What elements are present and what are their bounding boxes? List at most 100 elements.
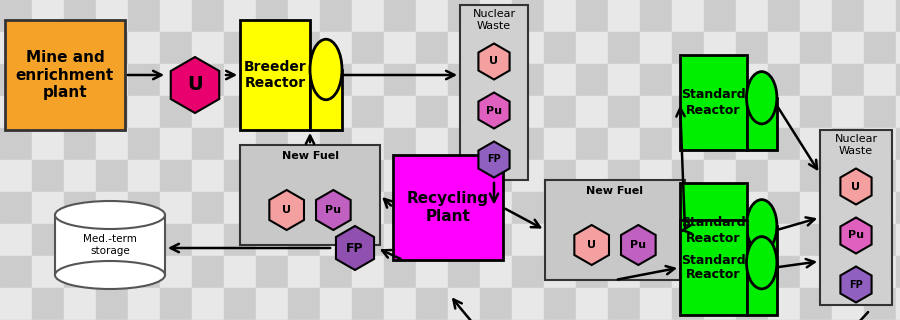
Bar [160,128,192,160]
Bar [608,32,640,64]
Bar [800,32,832,64]
Text: Standard
Reactor: Standard Reactor [681,89,745,116]
Bar [480,64,512,96]
Bar [416,128,448,160]
Bar [704,128,736,160]
Bar [384,224,416,256]
Bar [448,96,480,128]
Bar [96,32,128,64]
Bar [576,288,608,320]
FancyArrowPatch shape [454,300,868,320]
Bar [224,288,256,320]
Bar [640,256,672,288]
Bar [704,192,736,224]
Bar [320,128,352,160]
Bar [832,224,864,256]
Bar [288,128,320,160]
Bar [800,160,832,192]
Text: Mine and
enrichment
plant: Mine and enrichment plant [16,50,114,100]
Bar [192,192,224,224]
Bar [384,288,416,320]
Bar [608,0,640,32]
Bar [896,160,900,192]
Bar [128,0,160,32]
Bar [768,256,800,288]
Bar [310,69,342,130]
Bar [864,64,896,96]
Bar [128,192,160,224]
Polygon shape [336,226,374,270]
Bar [224,32,256,64]
Bar [32,32,64,64]
Bar [736,0,768,32]
Bar [416,192,448,224]
Bar [64,0,96,32]
Bar [0,64,32,96]
Bar [64,96,96,128]
Bar [544,0,576,32]
Bar [128,128,160,160]
Bar [320,288,352,320]
Bar [576,64,608,96]
Text: U: U [283,205,292,215]
Bar [320,192,352,224]
Bar [800,64,832,96]
Bar [128,288,160,320]
Bar [832,96,864,128]
Bar [512,128,544,160]
Bar [160,256,192,288]
Bar [0,256,32,288]
Bar [192,288,224,320]
Bar [352,256,384,288]
Ellipse shape [310,39,342,100]
Bar [512,96,544,128]
Bar [448,64,480,96]
Bar [864,256,896,288]
Bar [96,0,128,32]
Bar [576,192,608,224]
Text: Breeder
Reactor: Breeder Reactor [244,60,306,90]
Bar [672,224,704,256]
Ellipse shape [55,261,165,289]
Bar [352,160,384,192]
Bar [0,192,32,224]
Bar [256,256,288,288]
Bar [224,192,256,224]
Bar [448,128,480,160]
Text: Med.-term
storage: Med.-term storage [83,234,137,256]
Bar [544,32,576,64]
Bar [746,263,777,315]
Bar [384,0,416,32]
Bar [224,0,256,32]
Bar [32,160,64,192]
Bar [480,128,512,160]
Bar [544,192,576,224]
Bar [393,155,503,260]
Bar [192,32,224,64]
Bar [832,256,864,288]
Bar [288,288,320,320]
Bar [896,0,900,32]
Bar [545,180,685,280]
Bar [224,64,256,96]
Bar [416,32,448,64]
Bar [288,32,320,64]
Bar [288,192,320,224]
Bar [544,64,576,96]
Bar [5,20,125,130]
Bar [480,192,512,224]
Bar [640,96,672,128]
Bar [864,192,896,224]
Bar [352,32,384,64]
Bar [32,192,64,224]
Bar [160,192,192,224]
Bar [832,128,864,160]
Bar [896,224,900,256]
Bar [800,0,832,32]
Bar [640,128,672,160]
Bar [544,224,576,256]
Bar [746,226,777,278]
Bar [608,288,640,320]
Bar [320,224,352,256]
Bar [512,32,544,64]
